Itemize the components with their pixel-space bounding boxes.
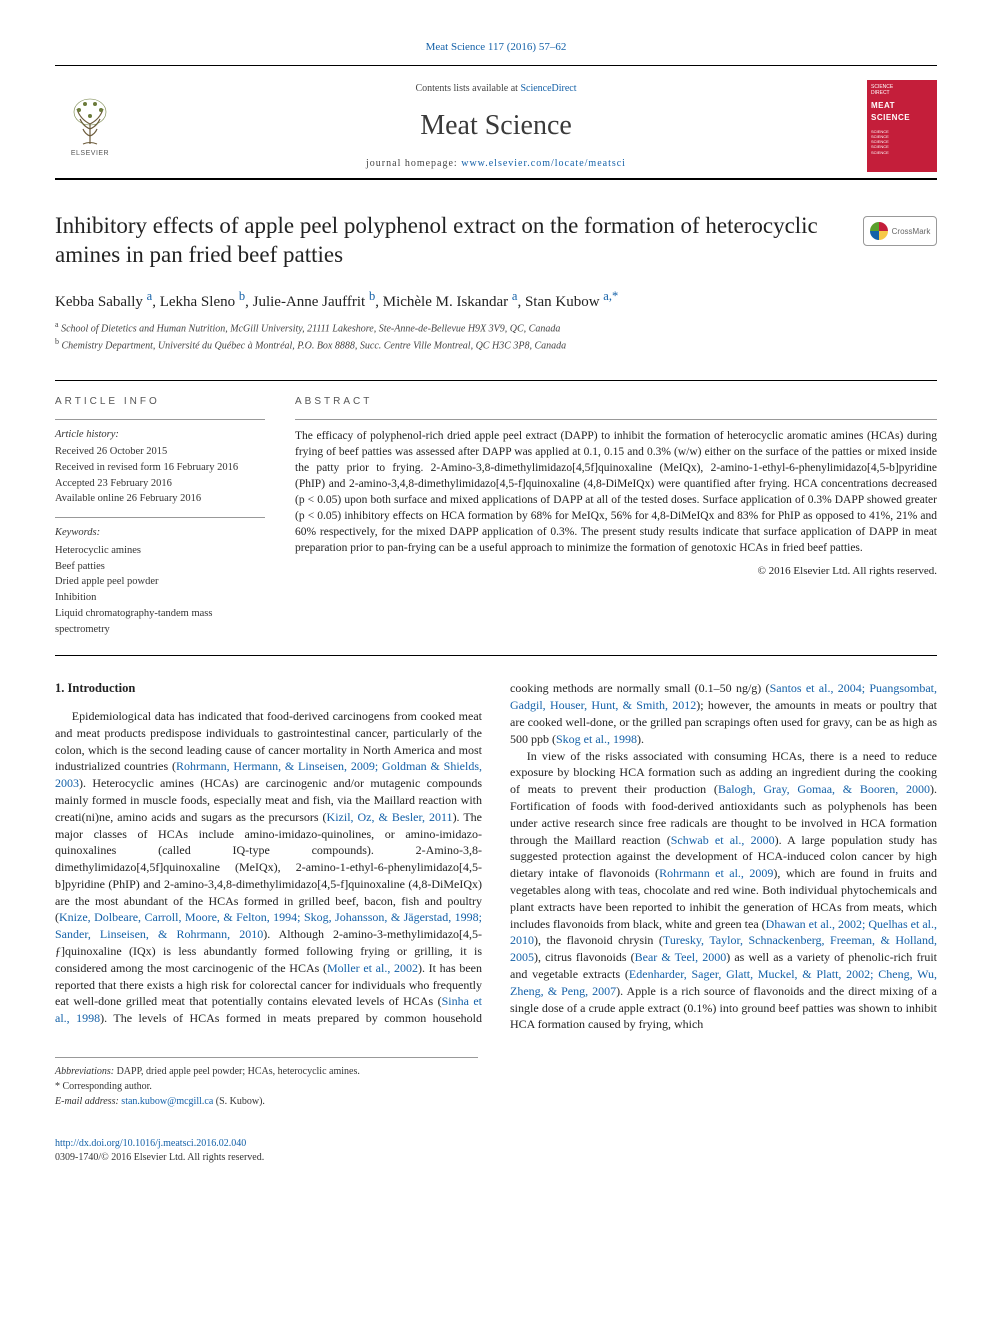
body-columns: 1. Introduction Epidemiological data has… [55,680,937,1033]
keywords-heading: Keywords: [55,526,265,541]
abstract-text: The efficacy of polyphenol-rich dried ap… [295,428,937,557]
contents-line: Contents lists available at ScienceDirec… [125,82,867,96]
footnotes: Abbreviations: DAPP, dried apple peel po… [55,1057,478,1109]
sciencedirect-link[interactable]: ScienceDirect [520,83,576,94]
author-3: , Julie-Anne Jauffrit [245,294,369,310]
author-1: Kebba Sabally [55,294,147,310]
keyword-4: Inhibition [55,590,265,606]
crossmark-label: CrossMark [892,226,931,237]
section-1-heading: 1. Introduction [55,680,482,698]
article-info-heading: article info [55,395,265,409]
affiliations: a School of Dietetics and Human Nutritio… [55,319,937,354]
history-accepted: Accepted 23 February 2016 [55,476,265,492]
top-journal-ref-link[interactable]: Meat Science 117 (2016) 57–62 [426,41,567,53]
history-heading: Article history: [55,428,265,443]
author-5-corr[interactable]: * [612,294,618,310]
homepage-prefix: journal homepage: [366,158,461,169]
top-journal-ref: Meat Science 117 (2016) 57–62 [55,40,937,55]
article-info: article info Article history: Received 2… [55,395,265,638]
keyword-3: Dried apple peel powder [55,574,265,590]
keyword-2: Beef patties [55,559,265,575]
ref-link-13[interactable]: Bear & Teel, 2000 [635,950,727,964]
contents-prefix: Contents lists available at [415,83,520,94]
author-4: , Michèle M. Iskandar [375,294,512,310]
ref-link-10[interactable]: Rohrmann et al., 2009 [659,866,773,880]
keyword-1: Heterocyclic amines [55,543,265,559]
author-5: , Stan Kubow [517,294,603,310]
abstract: abstract The efficacy of polyphenol-rich… [295,395,937,638]
page-root: Meat Science 117 (2016) 57–62 ELSEVIER C… [0,0,992,1195]
ref-link-9[interactable]: Schwab et al., 2000 [671,833,775,847]
cover-title: MEAT SCIENCE [871,100,933,122]
footnote-email: E-mail address: stan.kubow@mcgill.ca (S.… [55,1094,478,1109]
keyword-5: Liquid chromatography-tandem mass spectr… [55,606,265,638]
elsevier-word: ELSEVIER [71,149,109,159]
article-header: Inhibitory effects of apple peel polyphe… [55,212,937,270]
crossmark-icon [870,222,888,240]
ref-link-7[interactable]: Skog et al., 1998 [556,732,637,746]
author-2: , Lekha Sleno [152,294,239,310]
ref-link-2[interactable]: Kizil, Oz, & Besler, 2011 [327,810,453,824]
doi-link[interactable]: http://dx.doi.org/10.1016/j.meatsci.2016… [55,1138,246,1149]
abstract-copyright: © 2016 Elsevier Ltd. All rights reserved… [295,564,937,579]
footnote-abbrev: Abbreviations: DAPP, dried apple peel po… [55,1064,478,1079]
affiliation-a: a School of Dietetics and Human Nutritio… [55,319,937,336]
masthead: ELSEVIER Contents lists available at Sci… [55,65,937,180]
crossmark-badge[interactable]: CrossMark [863,216,937,246]
masthead-center: Contents lists available at ScienceDirec… [125,82,867,171]
elsevier-logo: ELSEVIER [55,86,125,166]
article-title: Inhibitory effects of apple peel polyphe… [55,212,937,270]
journal-name: Meat Science [125,106,867,145]
abstract-rule [295,419,937,420]
page-footer: http://dx.doi.org/10.1016/j.meatsci.2016… [55,1137,937,1165]
intro-para-2: In view of the risks associated with con… [510,748,937,1034]
info-rule-1 [55,419,265,420]
abstract-heading: abstract [295,395,937,409]
history-online: Available online 26 February 2016 [55,491,265,507]
corresponding-email-link[interactable]: stan.kubow@mcgill.ca [121,1096,213,1107]
journal-cover-thumb: SCIENCEDIRECT MEAT SCIENCE SCIENCESCIENC… [867,80,937,172]
homepage-line: journal homepage: www.elsevier.com/locat… [125,157,867,171]
info-abstract-block: article info Article history: Received 2… [55,380,937,657]
footnote-corresponding: * Corresponding author. [55,1079,478,1094]
elsevier-tree-icon [65,94,115,149]
issn-copyright: 0309-1740/© 2016 Elsevier Ltd. All right… [55,1151,937,1165]
ref-link-8[interactable]: Balogh, Gray, Gomaa, & Booren, 2000 [718,782,930,796]
homepage-link[interactable]: www.elsevier.com/locate/meatsci [461,158,626,169]
author-line: Kebba Sabally a, Lekha Sleno b, Julie-An… [55,288,937,313]
history-revised: Received in revised form 16 February 201… [55,460,265,476]
ref-link-4[interactable]: Moller et al., 2002 [327,961,418,975]
affiliation-b: b Chemistry Department, Université du Qu… [55,336,937,353]
info-rule-2 [55,517,265,518]
history-received: Received 26 October 2015 [55,444,265,460]
author-5-aff[interactable]: a, [603,294,612,310]
